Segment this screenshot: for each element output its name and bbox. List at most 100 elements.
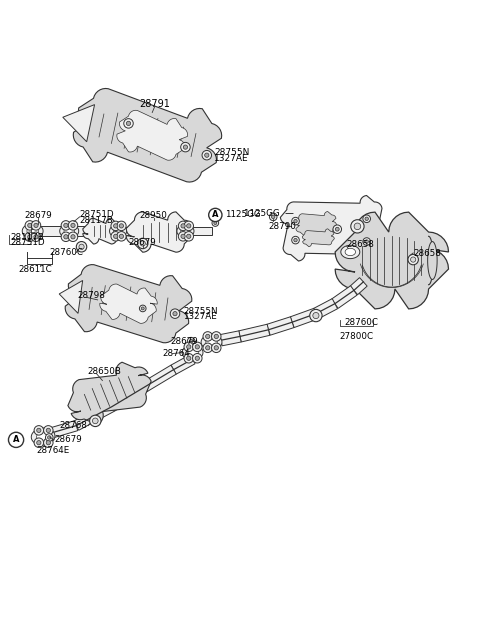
- Circle shape: [184, 353, 193, 363]
- Circle shape: [187, 337, 195, 345]
- Circle shape: [184, 342, 193, 351]
- Polygon shape: [290, 308, 318, 327]
- Circle shape: [34, 235, 38, 239]
- Circle shape: [292, 236, 300, 244]
- Polygon shape: [295, 211, 336, 235]
- Circle shape: [202, 151, 212, 160]
- Circle shape: [31, 221, 41, 230]
- Circle shape: [76, 242, 87, 252]
- Circle shape: [114, 223, 118, 228]
- Circle shape: [181, 223, 185, 228]
- Polygon shape: [113, 227, 123, 235]
- Polygon shape: [181, 227, 190, 235]
- Circle shape: [184, 221, 193, 230]
- Polygon shape: [109, 382, 148, 411]
- Circle shape: [140, 241, 145, 246]
- Circle shape: [294, 239, 297, 242]
- Circle shape: [187, 223, 191, 228]
- Polygon shape: [68, 362, 151, 425]
- Circle shape: [64, 223, 68, 227]
- Polygon shape: [177, 225, 194, 238]
- Polygon shape: [22, 223, 43, 239]
- Circle shape: [212, 220, 219, 227]
- Circle shape: [46, 429, 50, 432]
- Polygon shape: [29, 227, 72, 236]
- Text: 28611C: 28611C: [18, 265, 52, 273]
- Polygon shape: [74, 402, 114, 430]
- Circle shape: [294, 220, 297, 223]
- Circle shape: [187, 356, 191, 360]
- Circle shape: [48, 436, 51, 439]
- Circle shape: [71, 235, 75, 239]
- Circle shape: [187, 345, 191, 349]
- Circle shape: [363, 215, 371, 223]
- Circle shape: [44, 425, 53, 435]
- Text: 28755N: 28755N: [183, 307, 217, 316]
- Text: 27800C: 27800C: [340, 332, 374, 341]
- Polygon shape: [187, 348, 198, 357]
- Circle shape: [119, 234, 123, 239]
- Circle shape: [117, 221, 126, 230]
- Circle shape: [119, 223, 123, 228]
- Text: 1327AE: 1327AE: [214, 154, 249, 163]
- Circle shape: [310, 310, 322, 322]
- Polygon shape: [63, 104, 95, 142]
- Polygon shape: [64, 227, 74, 235]
- Polygon shape: [302, 229, 335, 247]
- Circle shape: [36, 441, 41, 445]
- Text: 28650B: 28650B: [87, 367, 121, 376]
- Circle shape: [141, 307, 144, 310]
- Circle shape: [333, 225, 342, 234]
- Circle shape: [25, 221, 35, 230]
- Circle shape: [195, 345, 199, 349]
- Text: 1125GG  —: 1125GG —: [244, 208, 294, 218]
- Circle shape: [114, 234, 118, 239]
- Circle shape: [187, 234, 191, 239]
- Polygon shape: [31, 428, 55, 445]
- Text: 28768: 28768: [60, 421, 87, 430]
- Circle shape: [34, 425, 44, 435]
- Polygon shape: [60, 224, 79, 238]
- Circle shape: [179, 232, 188, 241]
- Circle shape: [111, 221, 120, 230]
- Circle shape: [64, 235, 68, 239]
- Polygon shape: [350, 278, 367, 294]
- Circle shape: [68, 221, 78, 230]
- Polygon shape: [220, 331, 241, 346]
- Text: 1125GG: 1125GG: [225, 210, 261, 220]
- Circle shape: [209, 208, 222, 222]
- Circle shape: [46, 434, 53, 441]
- Circle shape: [126, 122, 131, 125]
- Circle shape: [192, 353, 202, 363]
- Polygon shape: [332, 285, 357, 308]
- Circle shape: [336, 227, 339, 231]
- Circle shape: [192, 342, 202, 351]
- Text: 28679: 28679: [54, 436, 82, 444]
- Circle shape: [139, 305, 146, 312]
- Polygon shape: [280, 196, 384, 261]
- Circle shape: [204, 153, 209, 158]
- Text: 28791: 28791: [139, 99, 170, 110]
- Circle shape: [111, 232, 120, 241]
- Polygon shape: [27, 227, 38, 235]
- Circle shape: [365, 240, 368, 243]
- Circle shape: [214, 346, 218, 350]
- Circle shape: [28, 235, 32, 239]
- Polygon shape: [73, 89, 222, 182]
- Polygon shape: [335, 212, 448, 309]
- Circle shape: [313, 313, 319, 318]
- Circle shape: [137, 238, 148, 249]
- Circle shape: [354, 223, 361, 230]
- Polygon shape: [192, 227, 212, 235]
- Polygon shape: [39, 420, 78, 441]
- Circle shape: [214, 222, 217, 225]
- Circle shape: [292, 217, 300, 225]
- Circle shape: [214, 334, 218, 339]
- Polygon shape: [72, 227, 88, 236]
- Polygon shape: [267, 316, 294, 335]
- Text: 28751D: 28751D: [80, 210, 114, 220]
- Text: 28679: 28679: [170, 337, 198, 346]
- Text: 28798: 28798: [78, 291, 106, 299]
- Text: 28658: 28658: [347, 241, 374, 249]
- Polygon shape: [109, 225, 127, 238]
